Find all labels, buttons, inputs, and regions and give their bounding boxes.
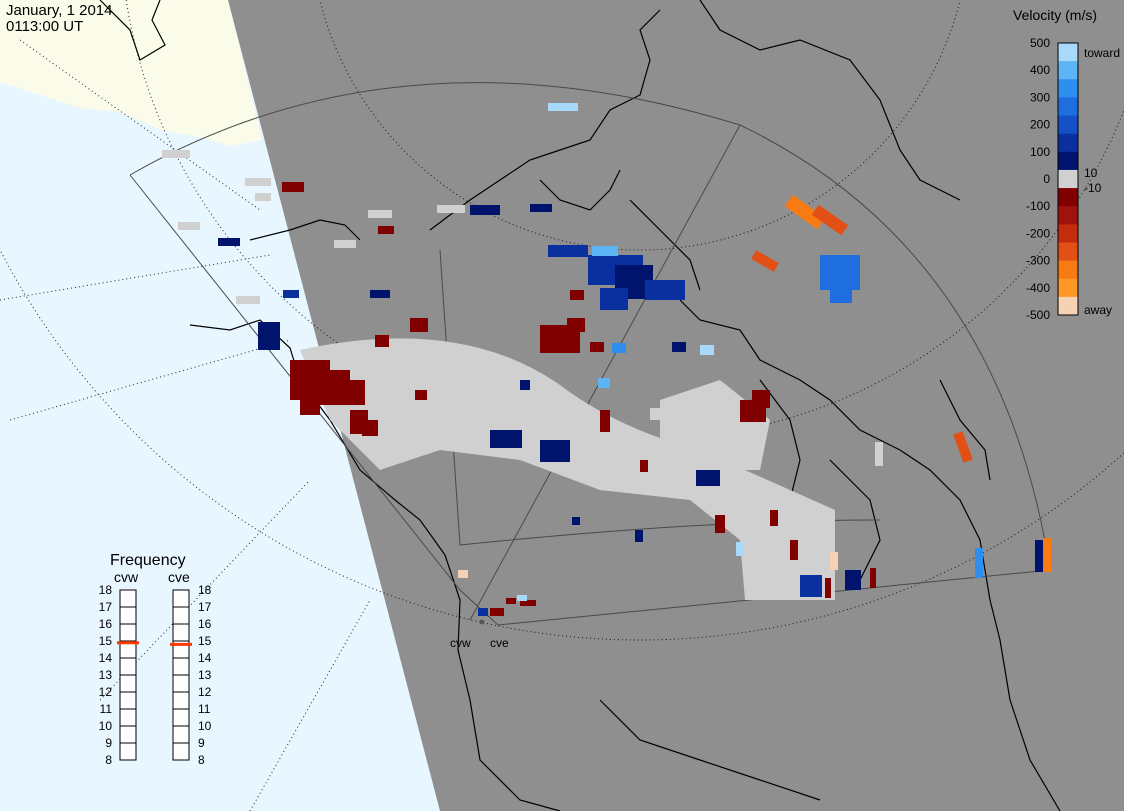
- frequency-cell-cvw: [119, 708, 137, 727]
- velocity-tick-label: -500: [1026, 308, 1050, 322]
- frequency-tick-right: 18: [198, 583, 212, 597]
- frequency-cell-cve: [172, 725, 190, 744]
- velocity-tick-labels: 500 400 300 200 100 0 -100 -200 -300 -400 -500: [1026, 36, 1050, 322]
- frequency-scales: 18 18 17 17 16 16 15 15 14 14 13 13 12 12 11 11 10 10 9 9 8 8: [99, 583, 212, 767]
- frequency-label-cvw: cvw: [114, 569, 139, 585]
- frequency-tick-right: 11: [198, 702, 211, 716]
- legend-label-inner-neg: -10: [1084, 181, 1102, 195]
- color-bar-segment: [1058, 296, 1078, 316]
- frequency-cell-cvw: [119, 674, 137, 693]
- frequency-tick-right: 14: [198, 651, 212, 665]
- velocity-legend: Velocity (m/s) 500 400 300 200 100 0 -100 -200 -…: [1013, 7, 1120, 322]
- frequency-cell-cve: [172, 708, 190, 727]
- radar-sites: cvw cve: [450, 619, 509, 650]
- frequency-cell-cvw: [119, 691, 137, 710]
- legend-label-away: away: [1084, 303, 1112, 317]
- frequency-cell-cve: [172, 589, 190, 608]
- frequency-tick-left: 13: [99, 668, 113, 682]
- color-bar-segment: [1058, 224, 1078, 243]
- velocity-tick-label: -200: [1026, 226, 1050, 240]
- color-bar-segment: [1058, 43, 1078, 62]
- frequency-tick-right: 17: [198, 600, 212, 614]
- color-bar-segment: [1058, 133, 1078, 153]
- frequency-label-cve: cve: [168, 569, 190, 585]
- color-bar-segment: [1058, 169, 1078, 189]
- frequency-tick-left: 8: [105, 753, 112, 767]
- frequency-tick-right: 15: [198, 634, 212, 648]
- frequency-cell-cvw: [119, 657, 137, 676]
- velocity-color-bar: [1057, 42, 1079, 316]
- frequency-cell-cvw: [119, 589, 137, 608]
- plot-time: 0113:00 UT: [6, 18, 84, 35]
- frequency-tick-left: 17: [99, 600, 113, 614]
- frequency-cell-cve: [172, 742, 190, 761]
- velocity-tick-label: 300: [1030, 90, 1050, 104]
- frequency-tick-left: 18: [99, 583, 113, 597]
- velocity-tick-label: 500: [1030, 36, 1050, 50]
- coastlines: [99, 0, 1061, 811]
- color-bar-segment: [1058, 151, 1078, 171]
- frequency-tick-right: 16: [198, 617, 212, 631]
- color-bar-segment: [1058, 97, 1078, 117]
- frequency-cell-cve: [172, 606, 190, 625]
- radar-site-cve-label: cve: [490, 636, 509, 650]
- radar-site-cvw-marker: [479, 619, 485, 625]
- frequency-cell-cve: [172, 657, 190, 676]
- frequency-cell-cvw: [119, 725, 137, 744]
- plot-date: January, 1 2014: [6, 2, 113, 19]
- velocity-tick-label: 400: [1030, 63, 1050, 77]
- legend-label-inner-pos: 10: [1084, 166, 1098, 180]
- frequency-tick-left: 11: [100, 702, 113, 716]
- frequency-tick-left: 12: [99, 685, 113, 699]
- frequency-cell-cve: [172, 623, 190, 642]
- color-bar-segment: [1058, 206, 1078, 225]
- frequency-tick-right: 13: [198, 668, 212, 682]
- radar-site-cvw-label: cvw: [450, 636, 471, 650]
- velocity-tick-label: -400: [1026, 281, 1050, 295]
- alaska-land-region: [0, 0, 262, 146]
- velocity-cells-toward: [218, 204, 1043, 616]
- frequency-cell-cve: [172, 674, 190, 693]
- frequency-tick-left: 14: [99, 651, 113, 665]
- velocity-cells-extreme: [458, 103, 1051, 601]
- color-bar-segment: [1058, 278, 1078, 298]
- color-bar-segment: [1058, 61, 1078, 80]
- velocity-cells-away: [282, 182, 876, 616]
- frequency-tick-left: 16: [99, 617, 113, 631]
- velocity-tick-label: 200: [1030, 118, 1050, 132]
- velocity-tick-label: -100: [1026, 199, 1050, 213]
- frequency-tick-right: 9: [198, 736, 205, 750]
- velocity-tick-label: -300: [1026, 254, 1050, 268]
- velocity-tick-label: 0: [1043, 172, 1050, 186]
- frequency-cell-cve: [172, 691, 190, 710]
- legend-label-toward: toward: [1084, 46, 1120, 60]
- frequency-tick-left: 10: [99, 719, 113, 733]
- frequency-tick-left: 9: [105, 736, 112, 750]
- color-bar-segment: [1058, 79, 1078, 98]
- frequency-cell-cvw: [119, 623, 137, 642]
- color-bar-segment: [1058, 242, 1078, 262]
- frequency-tick-right: 10: [198, 719, 212, 733]
- velocity-tick-label: 100: [1030, 145, 1050, 159]
- frequency-cell-cvw: [119, 742, 137, 761]
- frequency-title: Frequency: [110, 552, 186, 569]
- color-bar-segment: [1058, 115, 1078, 135]
- color-bar-segment: [1058, 188, 1078, 207]
- frequency-tick-left: 15: [99, 634, 113, 648]
- velocity-legend-title: Velocity (m/s): [1013, 7, 1097, 23]
- color-bar-frame: [1057, 42, 1079, 316]
- frequency-panel: Frequency cvw cve 18 18 17 17 16 16 15 15 14 14 13…: [99, 552, 212, 767]
- frequency-tick-right: 12: [198, 685, 212, 699]
- frequency-tick-right: 8: [198, 753, 205, 767]
- frequency-cell-cvw: [119, 606, 137, 625]
- velocity-cells-scatter: [162, 150, 883, 466]
- color-bar-segment: [1058, 260, 1078, 280]
